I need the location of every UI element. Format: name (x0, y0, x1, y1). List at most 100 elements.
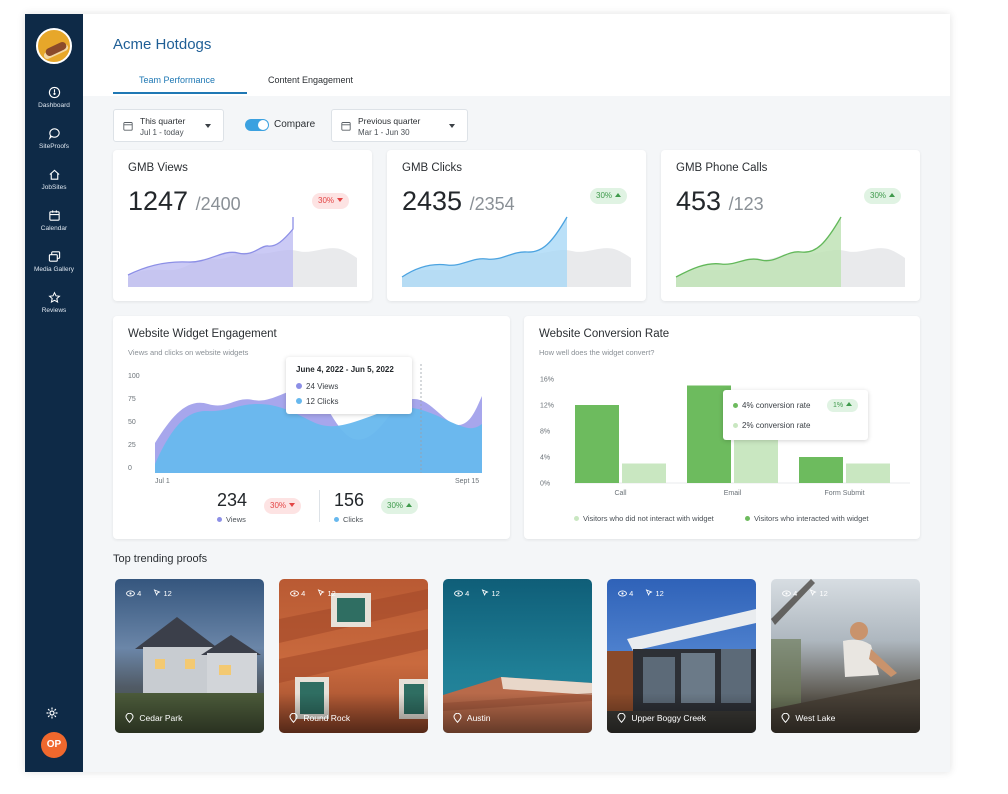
tooltip-line-1-label: 4% conversion rate (742, 401, 811, 410)
y-tick-label: 50 (128, 419, 136, 426)
tooltip-badge-value: 1% (833, 402, 844, 409)
proof-stats: 4 12 (290, 589, 336, 598)
tab-content-engagement[interactable]: Content Engagement (268, 75, 354, 85)
interacted-dot-icon (745, 516, 750, 521)
proof-stats: 4 12 (126, 589, 172, 598)
arrow-down-icon (289, 503, 296, 507)
location-pin-icon (617, 712, 626, 724)
y-tick-label: 4% (540, 455, 550, 462)
photo-shade (607, 693, 756, 733)
views-total: 234 (217, 490, 248, 510)
chevron-down-icon (449, 124, 455, 128)
star-icon (47, 291, 61, 303)
views-legend: Views (217, 515, 246, 524)
cursor-click-icon (482, 589, 490, 597)
arrow-up-icon (615, 193, 622, 197)
legend-interacted: Visitors who interacted with widget (745, 514, 869, 523)
home-icon (48, 169, 60, 180)
proofs-section-title: Top trending proofs (113, 553, 208, 565)
tab-team-performance[interactable]: Team Performance (139, 75, 216, 85)
kpi-value-number: 2435 (402, 186, 463, 216)
tooltip-clicks: 12 Clicks (296, 397, 338, 406)
kpi-value: 453 /123 (676, 186, 764, 217)
proof-location-label: West Lake (795, 713, 836, 723)
widget-engagement-card: Website Widget Engagement Views and clic… (113, 316, 510, 539)
kpi-change-badge: 30% (864, 188, 902, 204)
proof-location: Upper Boggy Creek (617, 712, 706, 724)
views-change-value: 30% (270, 501, 287, 510)
user-avatar[interactable]: OP (41, 732, 67, 758)
proof-card-austin[interactable]: 4 12 Austin (443, 579, 592, 733)
conversion-subtitle: How well does the widget convert? (539, 348, 655, 357)
sidebar-item-siteproofs[interactable]: SiteProofs (25, 127, 83, 150)
proof-stats: 4 12 (454, 589, 500, 598)
kpi-compare-value: /2354 (469, 194, 515, 214)
house-photo (115, 617, 264, 733)
kpi-card-gmb-views[interactable]: GMB Views 1247 /2400 30% (113, 150, 372, 301)
kpi-value-number: 1247 (128, 186, 189, 216)
y-tick-label: 16% (540, 377, 554, 384)
clicks-dot-icon (296, 398, 302, 404)
bar-form-submit-series-0[interactable] (799, 457, 843, 483)
conversion-tooltip: 4% conversion rate 1% 2% conversion rate (723, 390, 868, 440)
arrow-up-icon (889, 193, 896, 197)
tooltip-badge: 1% (827, 399, 859, 412)
sidebar-item-media-gallery[interactable]: Media Gallery (25, 250, 83, 273)
kpi-card-gmb-phone-calls[interactable]: GMB Phone Calls 453 /123 30% (661, 150, 920, 301)
clicks-change-badge: 30% (381, 498, 419, 514)
bar-form-submit-series-1[interactable] (846, 463, 890, 484)
divider (319, 490, 320, 522)
period-dropdown[interactable]: This quarter Jul 1 - today (113, 109, 224, 142)
sidebar-item-label: SiteProofs (39, 143, 69, 150)
tooltip-line-1: 4% conversion rate (733, 401, 810, 410)
proof-stats: 4 12 (782, 589, 828, 598)
eye-icon (290, 590, 299, 597)
y-tick-label: 25 (128, 442, 136, 449)
previous-period-title: Previous quarter (358, 116, 421, 126)
y-tick-label: 12% (540, 403, 554, 410)
conversion-rate-card: Website Conversion Rate How well does th… (524, 316, 920, 539)
proof-views: 4 (629, 589, 634, 598)
engagement-area-chart[interactable] (113, 316, 510, 539)
legend-label: Visitors who did not interact with widge… (583, 514, 714, 523)
compare-label: Compare (274, 119, 316, 130)
proof-clicks: 12 (655, 589, 664, 598)
proof-clicks: 12 (819, 589, 828, 598)
proof-views: 4 (137, 589, 142, 598)
cursor-click-icon (810, 589, 818, 597)
brand-logo[interactable] (36, 28, 72, 64)
y-tick-label: 8% (540, 429, 550, 436)
photo-shade (115, 693, 264, 733)
tooltip-line-2: 2% conversion rate (733, 421, 810, 430)
proof-stats: 4 12 (618, 589, 664, 598)
proof-card-west-lake[interactable]: 4 12 West Lake (771, 579, 920, 733)
proof-location-label: Round Rock (303, 713, 351, 723)
sidebar-item-dashboard[interactable]: Dashboard (25, 86, 83, 109)
sidebar-item-reviews[interactable]: Reviews (25, 291, 83, 314)
cursor-click-icon (646, 589, 654, 597)
eye-icon (454, 590, 463, 597)
tooltip-views: 24 Views (296, 382, 338, 391)
kpi-card-gmb-clicks[interactable]: GMB Clicks 2435 /2354 30% (387, 150, 646, 301)
y-tick-label: 0% (540, 481, 550, 488)
clicks-legend: Clicks (334, 515, 363, 524)
views-label: Views (226, 515, 246, 524)
proof-views: 4 (465, 589, 470, 598)
calendar-icon (341, 122, 351, 131)
sidebar-item-jobsites[interactable]: JobSites (25, 168, 83, 191)
compare-toggle[interactable] (245, 119, 269, 131)
proof-location-label: Austin (466, 713, 491, 723)
bar-call-series-0[interactable] (575, 405, 619, 483)
media-gallery-icon (48, 251, 60, 262)
proof-card-cedar-park[interactable]: 4 12 Cedar Park (115, 579, 264, 733)
views-change-badge: 30% (264, 498, 302, 514)
previous-period-dropdown[interactable]: Previous quarter Mar 1 - Jun 30 (331, 109, 468, 142)
settings-gear-icon[interactable] (45, 706, 59, 720)
location-pin-icon (781, 712, 790, 724)
sidebar-item-calendar[interactable]: Calendar (25, 209, 83, 232)
bar-call-series-1[interactable] (622, 463, 666, 484)
proof-card-upper-boggy-creek[interactable]: 4 12 Upper Boggy Creek (607, 579, 756, 733)
photo-shade (279, 693, 428, 733)
proof-card-round-rock[interactable]: 4 12 Round Rock (279, 579, 428, 733)
kpi-value-number: 453 (676, 186, 722, 216)
